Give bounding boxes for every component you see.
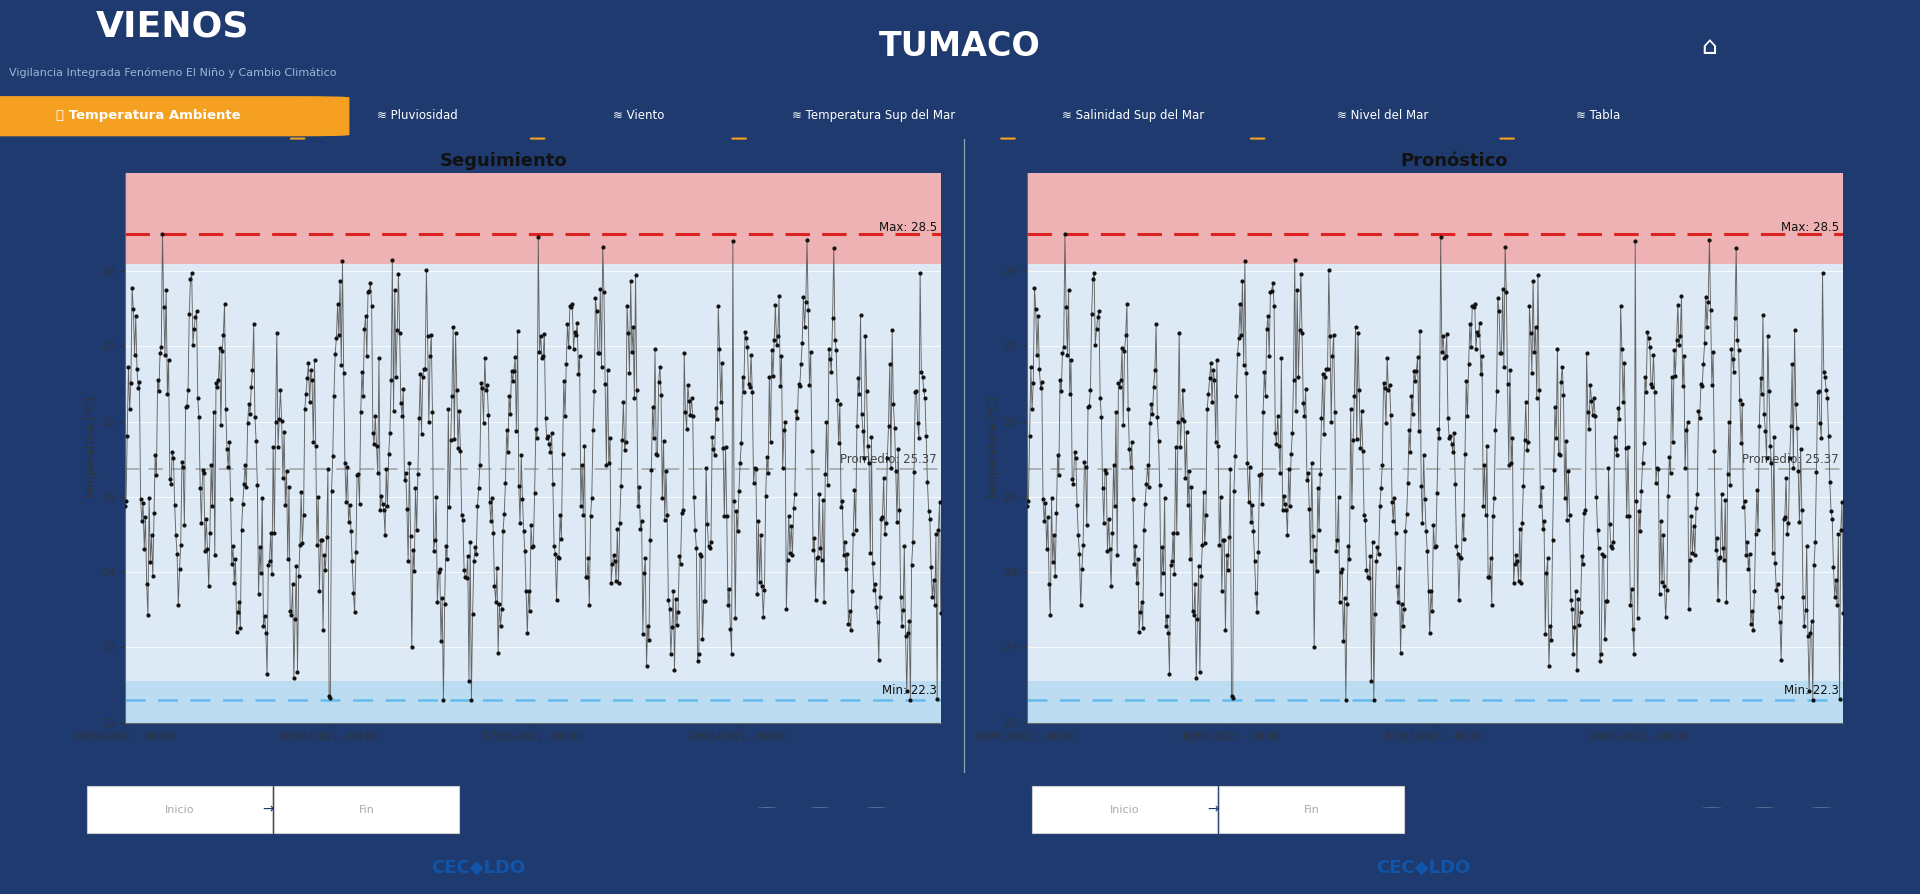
- Text: VIENOS: VIENOS: [96, 9, 250, 43]
- Text: Horaria: Horaria: [1684, 801, 1728, 814]
- Circle shape: [1634, 806, 1676, 809]
- Text: Semanal: Semanal: [849, 801, 900, 814]
- Text: ≋ Salinidad Sup del Mar: ≋ Salinidad Sup del Mar: [1062, 109, 1204, 122]
- Text: Seguimiento: Seguimiento: [440, 152, 568, 170]
- Text: ≋ Temperatura Sup del Mar: ≋ Temperatura Sup del Mar: [791, 109, 956, 122]
- Text: Semanal: Semanal: [1793, 801, 1845, 814]
- Text: ⌂: ⌂: [1701, 35, 1716, 59]
- Circle shape: [1801, 806, 1843, 809]
- Text: Diaria: Diaria: [1740, 801, 1776, 814]
- Text: CEC◆LDO: CEC◆LDO: [432, 859, 526, 877]
- Text: ≋ Viento: ≋ Viento: [612, 109, 664, 122]
- Text: Inicio: Inicio: [1110, 805, 1139, 814]
- Text: TUMACO: TUMACO: [879, 30, 1041, 63]
- Text: ≋ Tabla: ≋ Tabla: [1576, 109, 1620, 122]
- Text: Agrupación temporal:: Agrupación temporal:: [468, 797, 632, 810]
- Circle shape: [689, 806, 732, 809]
- Bar: [1027, 166, 1843, 264]
- Text: Max: 28.5: Max: 28.5: [879, 221, 937, 234]
- Text: Promedio: 25.37: Promedio: 25.37: [841, 452, 937, 466]
- Text: Agrupación temporal:: Agrupación temporal:: [1413, 797, 1576, 810]
- Text: →: →: [1208, 803, 1219, 817]
- FancyBboxPatch shape: [86, 786, 273, 833]
- Text: Periodo:: Periodo:: [970, 797, 1033, 810]
- Text: ⛅ Temperatura Ambiente: ⛅ Temperatura Ambiente: [56, 109, 242, 122]
- Circle shape: [1644, 807, 1667, 808]
- Text: CEC◆LDO: CEC◆LDO: [1377, 859, 1471, 877]
- FancyBboxPatch shape: [1031, 786, 1217, 833]
- Circle shape: [856, 806, 899, 809]
- Circle shape: [1743, 806, 1786, 809]
- Text: Periodo:: Periodo:: [25, 797, 88, 810]
- Bar: [125, 166, 941, 264]
- Text: Mensual: Mensual: [904, 801, 954, 814]
- FancyBboxPatch shape: [1219, 786, 1404, 833]
- Text: →: →: [263, 803, 275, 817]
- Text: Horaria: Horaria: [739, 801, 783, 814]
- Bar: [125, 681, 941, 722]
- Text: Dirección General Marítima: Dirección General Marítima: [420, 842, 536, 851]
- Text: Min: 22.3: Min: 22.3: [881, 685, 937, 697]
- Y-axis label: Temperatura (°C): Temperatura (°C): [84, 397, 98, 500]
- Text: Fin: Fin: [1304, 805, 1319, 814]
- Text: Max: 28.5: Max: 28.5: [1782, 221, 1839, 234]
- Bar: [1027, 681, 1843, 722]
- Text: Min: 22.3: Min: 22.3: [1784, 685, 1839, 697]
- Text: ≋ Pluviosidad: ≋ Pluviosidad: [376, 109, 459, 122]
- Text: Inicio: Inicio: [165, 805, 194, 814]
- Text: Mensual: Mensual: [1849, 801, 1899, 814]
- Text: Promedio: 25.37: Promedio: 25.37: [1743, 452, 1839, 466]
- FancyBboxPatch shape: [0, 97, 349, 137]
- Text: Pronóstico: Pronóstico: [1400, 152, 1507, 170]
- Circle shape: [799, 806, 841, 809]
- Circle shape: [747, 806, 787, 809]
- FancyBboxPatch shape: [275, 786, 459, 833]
- Circle shape: [1692, 806, 1732, 809]
- Circle shape: [699, 807, 722, 808]
- Text: Dirección General Marítima: Dirección General Marítima: [1365, 842, 1480, 851]
- Text: Vigilancia Integrada Fenómeno El Niño y Cambio Climático: Vigilancia Integrada Fenómeno El Niño y …: [10, 68, 336, 79]
- Y-axis label: Temperatura (°C): Temperatura (°C): [987, 397, 1000, 500]
- Text: ≋ Nivel del Mar: ≋ Nivel del Mar: [1336, 109, 1428, 122]
- Text: Diaria: Diaria: [795, 801, 831, 814]
- Text: Fin: Fin: [359, 805, 374, 814]
